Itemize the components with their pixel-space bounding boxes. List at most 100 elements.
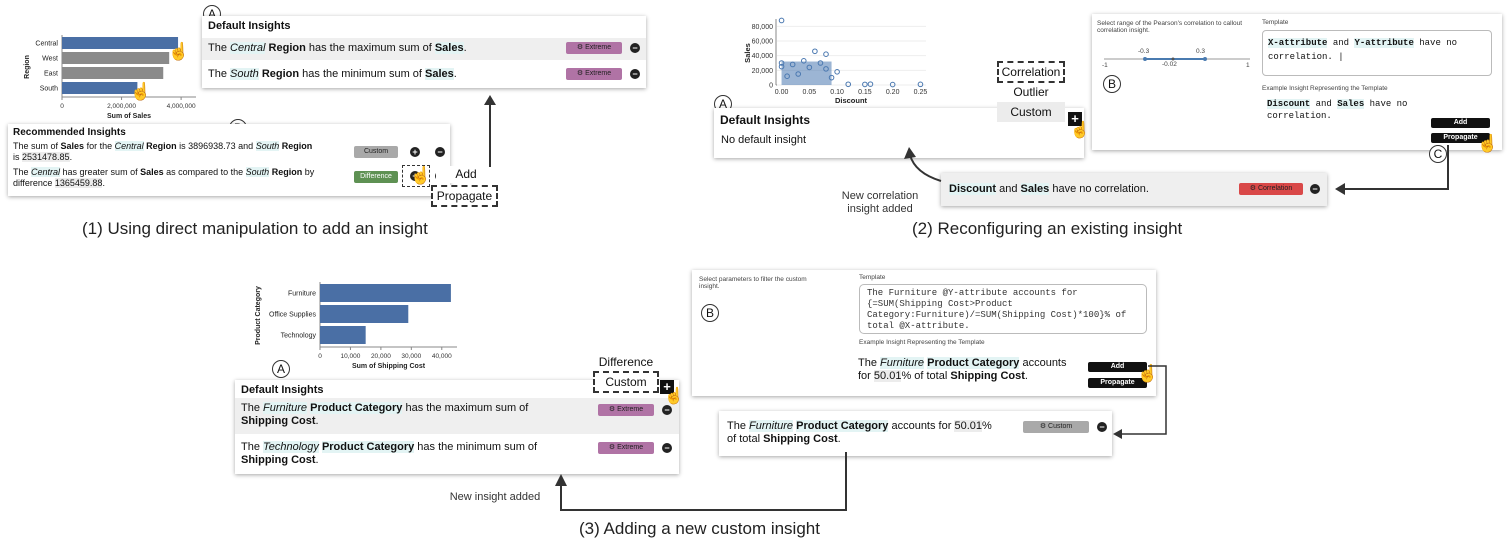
p3-arrows — [555, 365, 1167, 511]
p2-slider-min: -1 — [1102, 62, 1108, 69]
bar-office-supplies — [320, 305, 409, 323]
p2-correlation-menu-item[interactable]: Correlation — [997, 61, 1065, 83]
remove-icon[interactable]: − — [662, 443, 672, 453]
p2-outlier-menu-item[interactable]: Outlier — [997, 83, 1065, 101]
x-tick-label: 20,000 — [371, 353, 391, 360]
p2-template-field[interactable]: X-attribute and Y-attribute have no corr… — [1262, 30, 1492, 76]
bar-south — [62, 82, 138, 94]
remove-icon[interactable]: − — [1310, 184, 1320, 194]
p2-add-button[interactable]: Add — [1431, 118, 1490, 128]
p3-config-letter: B — [701, 304, 719, 322]
p3-default-title: Default Insights — [241, 384, 324, 396]
p1-add-button-focus[interactable] — [402, 165, 430, 187]
p2-no-default-insight: No default insight — [721, 134, 806, 146]
category-label: Central — [35, 41, 58, 48]
p2-range-label: Select range of the Pearson's correlatio… — [1097, 20, 1243, 34]
p1-recommended-title: Recommended Insights — [13, 127, 126, 138]
x-axis-label: Sum of Shipping Cost — [352, 363, 426, 370]
bar-furniture — [320, 284, 451, 302]
p1-arrow — [484, 95, 496, 167]
add-icon[interactable]: + — [410, 171, 420, 181]
scatter-point — [917, 81, 924, 88]
p3-default-letter: A — [272, 360, 290, 378]
scatter-point — [778, 60, 785, 66]
p2-custom-menu-item[interactable]: Custom — [997, 102, 1065, 122]
x-tick-label: 0.10 — [830, 89, 844, 96]
p3-difference-menu-item[interactable]: Difference — [593, 353, 659, 371]
x-tick-label: 2,000,000 — [107, 103, 136, 110]
remove-icon[interactable]: − — [630, 43, 640, 53]
scatter-point — [845, 81, 852, 88]
p2-caption: (2) Reconfiguring an existing insight — [912, 219, 1183, 238]
scatter-point — [806, 64, 813, 71]
p1-propagate-menu-item[interactable]: Propagate — [431, 185, 498, 207]
p2-note: New correlation insight added — [841, 190, 919, 215]
remove-icon[interactable]: − — [630, 69, 640, 79]
x-axis-label: Sum of Sales — [107, 113, 151, 120]
p3-config-panel: Select parameters to filter the custom i… — [692, 270, 1156, 396]
y-tick-label: 80,000 — [752, 24, 774, 31]
x-tick-label: 10,000 — [340, 353, 360, 360]
p2-add-insight-button[interactable]: + — [1068, 112, 1082, 126]
p3-custom-badge[interactable]: ⚙ Custom — [1023, 421, 1089, 433]
pointer-icon: ☝ — [1137, 364, 1159, 383]
remove-icon[interactable]: − — [662, 405, 672, 415]
p1-custom-badge[interactable]: Custom — [354, 146, 398, 158]
scatter-point — [795, 71, 802, 77]
point-cluster — [781, 61, 832, 85]
x-tick-label: 0.05 — [803, 89, 817, 96]
p3-default-insight-1: The Furniture Product Category has the m… — [241, 402, 529, 427]
y-tick-label: 40,000 — [752, 53, 774, 60]
pointer-icon: ☝ — [130, 82, 152, 101]
p3-caption: (3) Adding a new custom insight — [579, 519, 820, 538]
p1-difference-badge[interactable]: Difference — [354, 171, 398, 183]
pointer-icon: ☝ — [1070, 122, 1090, 139]
pointer-icon: ☝ — [664, 388, 684, 405]
p2-template-label: Template — [1262, 19, 1289, 26]
p1-caption: (1) Using direct manipulation to add an … — [82, 219, 428, 238]
p1-bar-chart: Central West East South 0 2,000,000 4,000,000 S… — [24, 35, 196, 120]
category-label: West — [42, 56, 58, 63]
category-label: Technology — [281, 333, 317, 340]
p2-range-slider[interactable] — [1100, 48, 1255, 74]
p2-slider-value: -0.02 — [1162, 61, 1177, 68]
p1-default-insights-panel: Default Insights The Central Region has … — [202, 16, 646, 88]
add-icon[interactable]: + — [410, 147, 420, 157]
x-axis-label: Discount — [835, 96, 868, 105]
remove-icon[interactable]: − — [435, 147, 445, 157]
p3-add-insight-button[interactable]: + — [660, 380, 674, 394]
p2-correlation-badge[interactable]: ⚙ Correlation — [1239, 183, 1303, 195]
p3-extreme-badge-1[interactable]: ⚙ Extreme — [598, 404, 654, 416]
p2-example-text: Discount and Sales have no correlation. — [1267, 99, 1408, 121]
y-tick-label: 20,000 — [752, 68, 774, 75]
x-tick-label: 30,000 — [401, 353, 421, 360]
scatter-point — [778, 17, 785, 24]
p3-bar-chart: Furniture Office Supplies Technology 0 10,00… — [255, 282, 457, 370]
p3-extreme-badge-2[interactable]: ⚙ Extreme — [598, 442, 654, 454]
p1-extreme-badge-1[interactable]: ⚙ Extreme — [566, 42, 622, 54]
gear-icon: ⚙ — [576, 70, 586, 77]
y-tick-label: 60,000 — [752, 39, 774, 46]
scatter-point — [800, 58, 807, 64]
p2-config-letter: B — [1103, 75, 1121, 93]
p3-propagate-button[interactable]: Propagate — [1088, 378, 1147, 388]
p1-add-menu-item[interactable]: Add — [436, 166, 496, 183]
p1-extreme-badge-2[interactable]: ⚙ Extreme — [566, 68, 622, 80]
y-tick-label: 0 — [769, 83, 773, 90]
pointer-icon: ☝ — [168, 42, 190, 61]
bar-technology — [320, 326, 366, 344]
y-axis-label: Product Category — [255, 286, 262, 345]
remove-icon[interactable]: − — [1097, 422, 1107, 432]
p2-propagate-button[interactable]: Propagate — [1431, 133, 1490, 143]
p1-default-insight-1: The Central Region has the maximum sum o… — [208, 42, 467, 54]
p2-config-panel: Select range of the Pearson's correlatio… — [1092, 14, 1502, 150]
scatter-point — [784, 73, 790, 79]
p3-template-field[interactable]: The Furniture @Y-attribute accounts for … — [859, 284, 1147, 334]
p3-add-button[interactable]: Add — [1088, 362, 1147, 372]
p1-default-insight-2: The South Region has the minimum sum of … — [208, 68, 457, 80]
p3-example-label: Example Insight Representing the Templat… — [859, 339, 985, 346]
category-label: Furniture — [288, 291, 316, 298]
bar-east — [62, 67, 164, 79]
x-tick-label: 0 — [318, 353, 322, 360]
p3-custom-menu-item[interactable]: Custom — [593, 371, 659, 393]
